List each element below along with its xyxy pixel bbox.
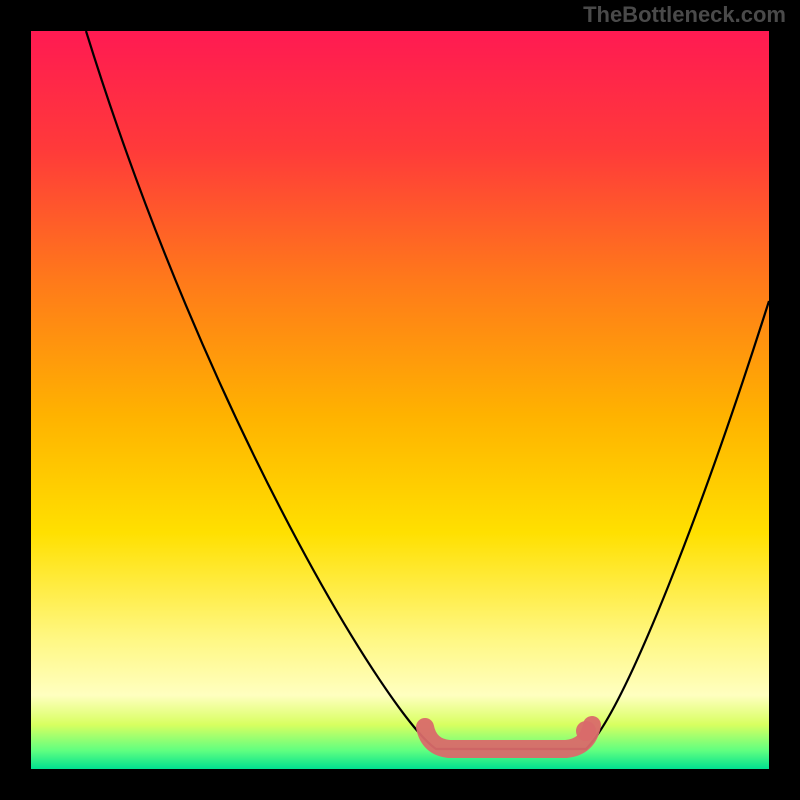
plot-area [31, 31, 769, 769]
basin-dot [576, 721, 596, 741]
basin-underline [425, 725, 592, 749]
chart-container: TheBottleneck.com [0, 0, 800, 800]
basin-marker [425, 721, 596, 749]
bottleneck-curve [31, 31, 769, 769]
v-curve-path [86, 31, 769, 749]
watermark-text: TheBottleneck.com [583, 2, 786, 28]
